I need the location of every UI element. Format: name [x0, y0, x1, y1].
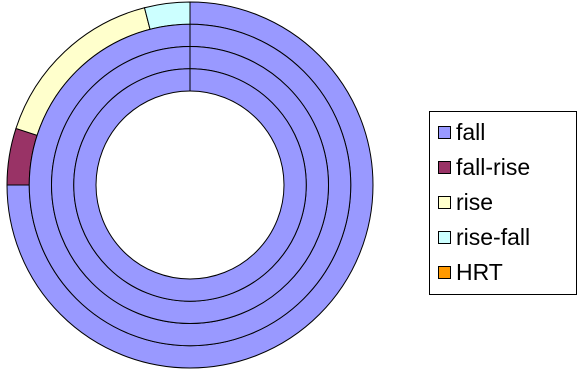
legend-swatch [438, 196, 451, 209]
legend-item-HRT: HRT [438, 255, 576, 290]
legend-label: rise-fall [456, 224, 531, 250]
legend-swatch [438, 161, 451, 174]
legend-label: HRT [456, 259, 503, 285]
legend-swatch [438, 126, 451, 139]
legend-item-fall: fall [438, 115, 576, 150]
legend-swatch [438, 231, 451, 244]
legend-item-fall-rise: fall-rise [438, 150, 576, 185]
ring-4-slice-fall [73, 68, 307, 302]
legend-swatch [438, 266, 451, 279]
legend-label: fall-rise [456, 154, 531, 180]
legend-label: rise [456, 189, 494, 215]
legend-item-rise-fall: rise-fall [438, 220, 576, 255]
legend-label: fall [456, 119, 486, 145]
legend: fall fall-rise rise rise-fall HRT [429, 111, 577, 295]
legend-item-rise: rise [438, 185, 576, 220]
